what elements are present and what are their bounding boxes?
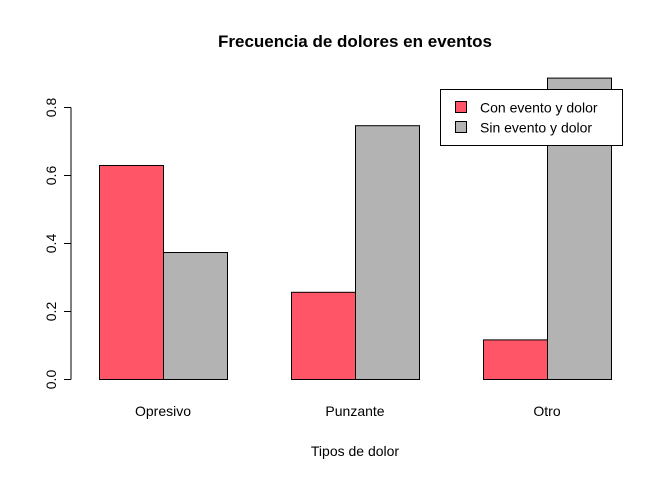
x-tick-labels: Opresivo Punzante Otro [135,403,561,419]
y-tick-label-4: 0.8 [43,98,59,118]
bar-punzante-series-2 [355,125,420,380]
bar-opresivo-series-1 [99,164,164,380]
y-tick-label-0: 0.0 [43,370,59,390]
legend-swatch-1 [455,101,467,113]
bar-punzante-series-1 [291,291,356,380]
y-tick-label-1: 0.2 [43,302,59,322]
legend-swatch-2 [455,121,467,133]
legend-label-1: Con evento y dolor [480,100,598,116]
y-tick-label-2: 0.4 [43,234,59,254]
legend-label-2: Sin evento y dolor [480,120,592,136]
x-tick-label-punzante: Punzante [325,403,384,419]
y-axis: 0.0 0.2 0.4 0.6 0.8 [43,98,72,390]
x-axis-label: Tipos de dolor [311,443,400,459]
bar-opresivo-series-2 [163,252,228,381]
legend-box [440,89,623,146]
chart-title: Frecuencia de dolores en eventos [218,32,492,51]
legend: Con evento y dolor Sin evento y dolor [440,89,623,146]
bar-otro-series-1 [483,339,548,380]
x-tick-label-otro: Otro [533,403,560,419]
x-tick-label-opresivo: Opresivo [135,403,191,419]
y-tick-label-3: 0.6 [43,166,59,186]
